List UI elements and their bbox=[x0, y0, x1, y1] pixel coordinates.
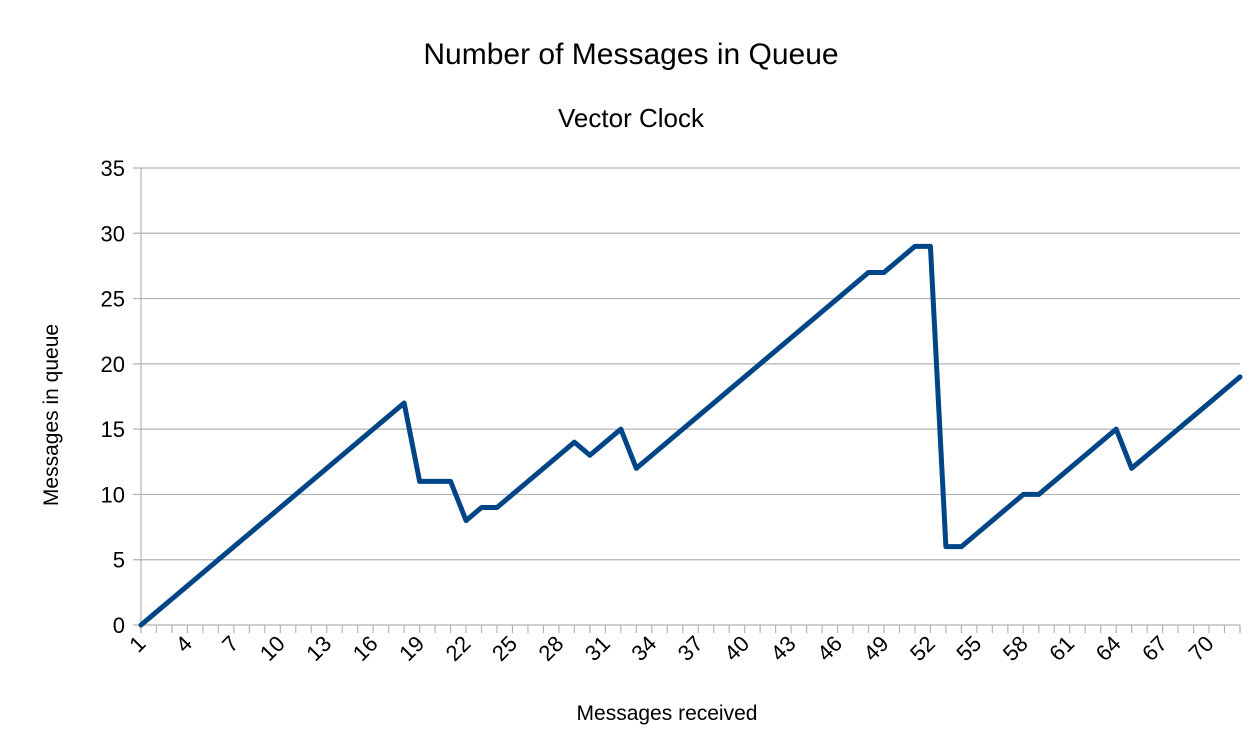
y-tick-label: 25 bbox=[101, 287, 125, 312]
gridlines bbox=[133, 167, 1241, 633]
x-tick-label: 61 bbox=[1044, 631, 1079, 666]
x-tick-label: 37 bbox=[673, 631, 708, 666]
y-tick-label: 35 bbox=[101, 156, 125, 181]
x-tick-label: 13 bbox=[301, 631, 336, 666]
x-tick-label: 70 bbox=[1184, 631, 1219, 666]
x-tick-label: 25 bbox=[487, 631, 522, 666]
x-tick-label: 28 bbox=[533, 631, 568, 666]
x-tick-label: 49 bbox=[859, 631, 894, 666]
x-tick-label: 58 bbox=[998, 631, 1033, 666]
chart-title: Number of Messages in Queue bbox=[423, 38, 838, 71]
x-tick-label: 34 bbox=[626, 631, 661, 666]
x-tick-label: 55 bbox=[951, 631, 986, 666]
x-tick-label: 52 bbox=[905, 631, 940, 666]
x-tick-label: 43 bbox=[766, 631, 801, 666]
y-tick-label: 10 bbox=[101, 482, 125, 507]
x-tick-label: 7 bbox=[217, 631, 243, 657]
y-axis-ticks: 0 5 10 15 20 25 30 35 bbox=[101, 156, 125, 638]
y-tick-label: 15 bbox=[101, 417, 125, 442]
y-axis-label: Messages in queue bbox=[40, 324, 63, 506]
series-lines bbox=[138, 243, 1243, 628]
series-line bbox=[138, 243, 1243, 628]
x-tick-label: 1 bbox=[124, 631, 150, 657]
x-tick-label: 31 bbox=[580, 631, 615, 666]
x-tick-label: 46 bbox=[812, 631, 847, 666]
x-tick-label: 4 bbox=[171, 631, 197, 657]
x-tick-label: 22 bbox=[441, 631, 476, 666]
y-tick-label: 30 bbox=[101, 221, 125, 246]
x-tick-label: 67 bbox=[1137, 631, 1172, 666]
x-axis-ticks: 1 4 7 10 13 16 19 22 25 28 31 34 37 40 43 46 49 52 55 58 61 6… bbox=[124, 625, 1241, 666]
x-tick-label: 64 bbox=[1091, 631, 1126, 666]
x-tick-label: 16 bbox=[348, 631, 383, 666]
y-tick-label: 5 bbox=[113, 548, 125, 573]
x-tick-label: 40 bbox=[719, 631, 754, 666]
x-tick-label: 19 bbox=[394, 631, 429, 666]
x-tick-label: 10 bbox=[255, 631, 290, 666]
x-axis-label: Messages received bbox=[577, 702, 758, 725]
chart-subtitle: Vector Clock bbox=[558, 103, 705, 133]
y-tick-label: 20 bbox=[101, 352, 125, 377]
y-tick-label: 0 bbox=[113, 613, 125, 638]
